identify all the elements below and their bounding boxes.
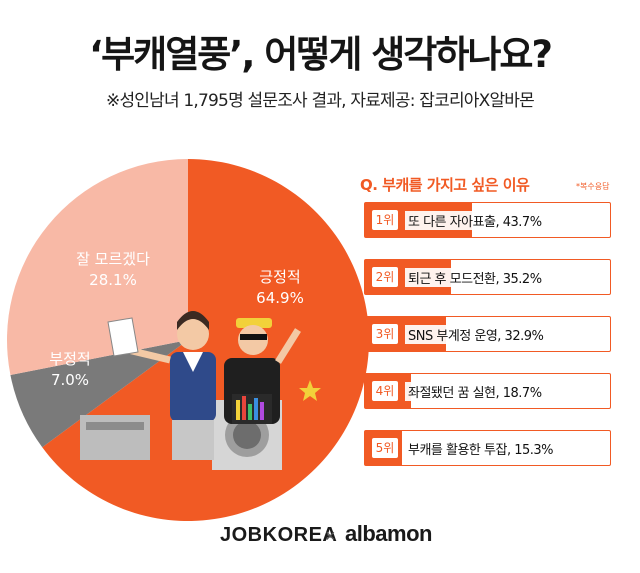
- pie-slice-label: 긍정적: [259, 268, 300, 286]
- logo-separator: ×: [325, 526, 336, 546]
- pie-slice-label: 부정적: [49, 350, 90, 368]
- reason-rank-badge: 5위: [371, 437, 399, 459]
- pie-slice-value: 28.1%: [89, 271, 137, 289]
- pie-slice-value: 7.0%: [51, 371, 89, 389]
- reason-bar-label: 또 다른 자아표출, 43.7%: [405, 211, 545, 230]
- reasons-chart-title: Q. 부캐를 가지고 싶은 이유: [360, 176, 530, 194]
- reason-bar-row: 1위 또 다른 자아표출, 43.7%: [364, 202, 611, 238]
- reason-bar-row: 3위 SNS 부계정 운영, 32.9%: [364, 316, 611, 352]
- albamon-logo: albamon: [345, 521, 432, 546]
- reason-bar-label: 퇴근 후 모드전환, 35.2%: [405, 268, 545, 287]
- reason-bar-row: 2위 퇴근 후 모드전환, 35.2%: [364, 259, 611, 295]
- reason-bar-label: 부캐를 활용한 투잡, 15.3%: [405, 439, 557, 458]
- reason-bar-label: SNS 부계정 운영, 32.9%: [405, 325, 547, 344]
- pie-slice-value: 64.9%: [256, 289, 304, 307]
- reason-rank-badge: 2위: [371, 266, 399, 288]
- reasons-chart-note: *복수응답: [576, 182, 610, 191]
- reason-rank-badge: 3위: [371, 323, 399, 345]
- reason-bar-row: 4위 좌절됐던 꿈 실현, 18.7%: [364, 373, 611, 409]
- page-title: ‘부캐열풍’, 어떻게 생각하나요?: [89, 33, 553, 76]
- reason-bar-label: 좌절됐던 꿈 실현, 18.7%: [405, 382, 545, 401]
- pie-slice-label: 잘 모르겠다: [76, 250, 150, 268]
- pie-slice: [7, 159, 189, 376]
- reason-bar-row: 5위 부캐를 활용한 투잡, 15.3%: [364, 430, 611, 466]
- jobkorea-logo: JOBKOREA: [220, 524, 338, 546]
- reason-rank-badge: 1위: [371, 209, 399, 231]
- reason-rank-badge: 4위: [371, 380, 399, 402]
- page-subtitle: ※성인남녀 1,795명 설문조사 결과, 자료제공: 잡코리아X알바몬: [106, 91, 535, 111]
- people-illustration: [80, 311, 321, 470]
- pie-slice: [10, 340, 188, 448]
